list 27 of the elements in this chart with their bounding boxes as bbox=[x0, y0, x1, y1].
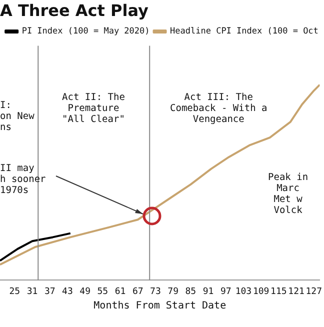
x-tick-label: 55 bbox=[97, 286, 108, 297]
legend-label: Headline CPI Index (100 = Oct bbox=[170, 26, 318, 37]
annotation: Act III: The Comeback - With a Vengeance bbox=[170, 92, 268, 125]
x-tick-label: 67 bbox=[132, 286, 144, 297]
x-tick-label: 103 bbox=[235, 286, 252, 297]
x-tick-label: 37 bbox=[44, 286, 56, 297]
annotation: I: on New ns bbox=[0, 100, 34, 133]
x-tick-label: 31 bbox=[26, 286, 38, 297]
x-tick-label: 121 bbox=[288, 286, 304, 297]
chart-title: A Three Act Play bbox=[0, 0, 150, 20]
legend-label: PI Index (100 = May 2020) bbox=[22, 26, 150, 37]
x-tick-label: 109 bbox=[252, 286, 270, 297]
x-tick-label: 91 bbox=[202, 286, 214, 297]
x-axis-title: Months From Start Date bbox=[94, 300, 226, 312]
x-tick-label: 73 bbox=[150, 286, 161, 297]
x-tick-label: 79 bbox=[168, 286, 178, 297]
x-tick-label: 85 bbox=[185, 286, 196, 297]
x-tick-label: 25 bbox=[9, 286, 20, 297]
annotation: Peak in Marc Met w Volck bbox=[268, 172, 308, 216]
x-tick-label: 61 bbox=[114, 286, 126, 297]
x-tick-label: 127 bbox=[306, 286, 322, 297]
x-tick-label: 115 bbox=[270, 286, 287, 297]
x-tick-label: 97 bbox=[220, 286, 232, 297]
annotation: Act II: The Premature "All Clear" bbox=[62, 92, 125, 125]
x-tick-label: 43 bbox=[62, 286, 73, 297]
x-tick-label: 49 bbox=[80, 286, 90, 297]
annotation: II may h sooner 1970s bbox=[0, 163, 46, 196]
